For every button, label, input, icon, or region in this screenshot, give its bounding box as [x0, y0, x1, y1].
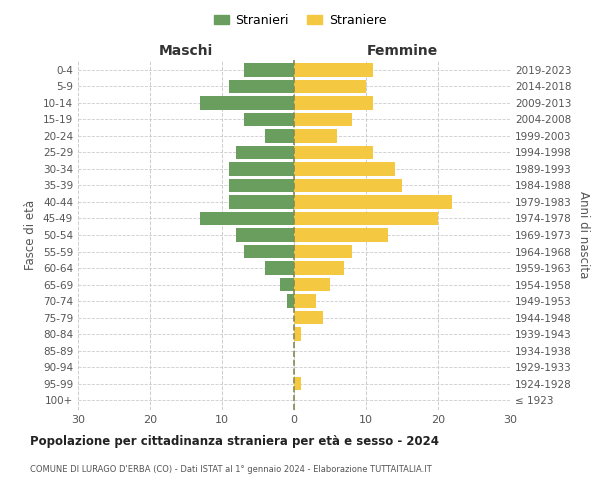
Legend: Stranieri, Straniere: Stranieri, Straniere — [209, 8, 391, 32]
Bar — [229, 162, 294, 175]
Bar — [294, 80, 366, 93]
Bar — [229, 179, 294, 192]
Bar — [294, 377, 301, 390]
Bar — [294, 328, 301, 340]
Bar — [236, 228, 294, 241]
Bar — [280, 278, 294, 291]
Bar — [294, 228, 388, 241]
Bar — [200, 96, 294, 110]
Bar — [294, 96, 373, 110]
Bar — [294, 262, 344, 274]
Bar — [229, 80, 294, 93]
Bar — [294, 146, 373, 159]
Bar — [265, 262, 294, 274]
Bar — [294, 311, 323, 324]
Text: Maschi: Maschi — [159, 44, 213, 59]
Bar — [294, 162, 395, 175]
Bar — [294, 130, 337, 142]
Bar — [265, 130, 294, 142]
Y-axis label: Anni di nascita: Anni di nascita — [577, 192, 590, 278]
Bar — [294, 196, 452, 208]
Bar — [294, 278, 330, 291]
Text: COMUNE DI LURAGO D'ERBA (CO) - Dati ISTAT al 1° gennaio 2024 - Elaborazione TUTT: COMUNE DI LURAGO D'ERBA (CO) - Dati ISTA… — [30, 465, 432, 474]
Bar — [294, 294, 316, 308]
Text: Femmine: Femmine — [367, 44, 437, 59]
Bar — [200, 212, 294, 225]
Text: Popolazione per cittadinanza straniera per età e sesso - 2024: Popolazione per cittadinanza straniera p… — [30, 435, 439, 448]
Bar — [294, 179, 402, 192]
Bar — [244, 113, 294, 126]
Bar — [294, 113, 352, 126]
Bar — [229, 196, 294, 208]
Bar — [244, 64, 294, 76]
Y-axis label: Fasce di età: Fasce di età — [25, 200, 37, 270]
Bar — [294, 245, 352, 258]
Bar — [294, 64, 373, 76]
Bar — [244, 245, 294, 258]
Bar — [287, 294, 294, 308]
Bar — [294, 212, 438, 225]
Bar — [236, 146, 294, 159]
